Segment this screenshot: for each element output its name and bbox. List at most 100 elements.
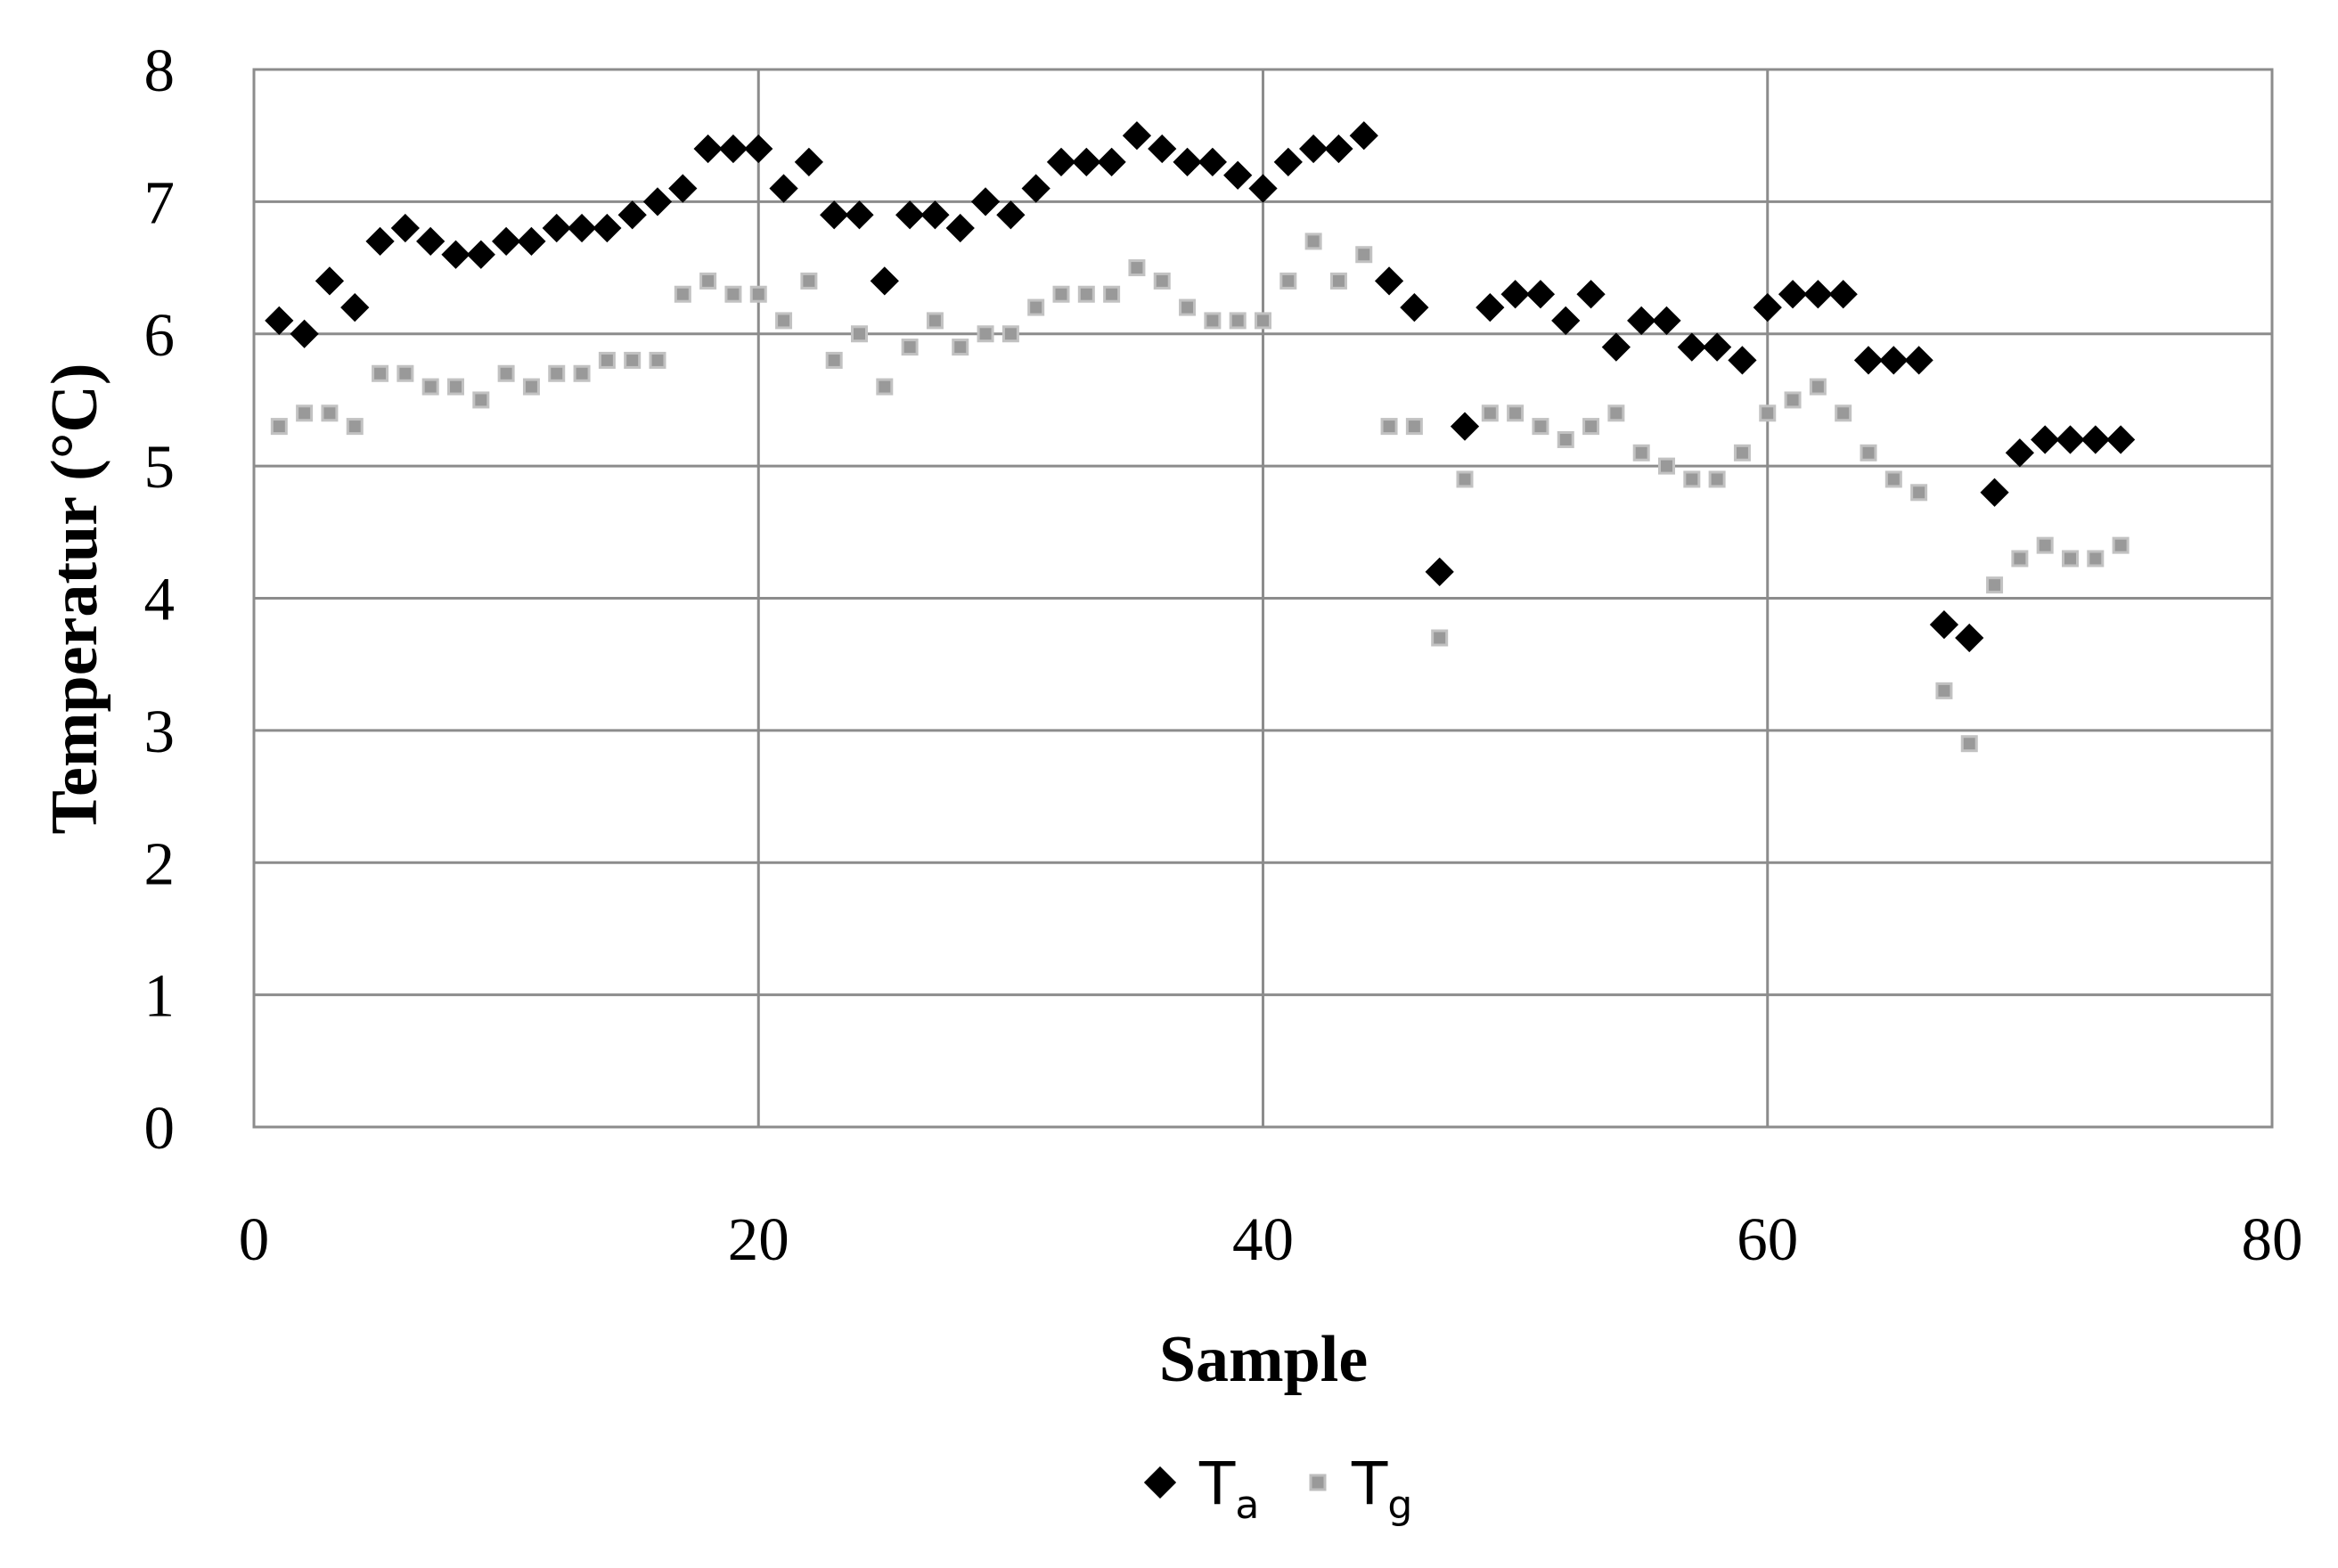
point-tg <box>1910 484 1928 502</box>
point-ta <box>1929 610 1959 640</box>
point-tg <box>1329 272 1347 290</box>
point-tg <box>1607 404 1625 422</box>
legend-label-tg-sub: g <box>1387 1482 1412 1528</box>
point-ta <box>668 174 698 203</box>
point-tg <box>952 339 969 356</box>
point-tg <box>270 418 288 436</box>
point-tg <box>901 339 919 356</box>
y-tick-label: 4 <box>144 566 176 633</box>
y-tick-label: 0 <box>144 1094 176 1162</box>
point-ta <box>769 174 798 203</box>
point-ta <box>617 200 647 230</box>
point-tg <box>1052 285 1070 303</box>
point-tg <box>1456 470 1474 488</box>
y-tick-label: 8 <box>144 37 176 104</box>
point-tg <box>1582 418 1600 436</box>
point-ta <box>340 292 370 323</box>
point-ta <box>1299 134 1328 164</box>
point-tg <box>1204 312 1222 330</box>
point-tg <box>472 391 490 409</box>
data-points <box>265 121 2136 753</box>
point-ta <box>315 266 345 296</box>
point-tg <box>699 272 717 290</box>
point-tg <box>573 364 591 382</box>
point-ta <box>1576 280 1606 309</box>
point-tg <box>1304 233 1322 250</box>
point-ta <box>416 226 446 257</box>
point-tg <box>1809 378 1827 396</box>
point-tg <box>522 378 540 396</box>
point-tg <box>1986 576 2004 594</box>
point-ta <box>1173 147 1202 176</box>
point-tg <box>421 378 439 396</box>
point-tg <box>1128 259 1146 277</box>
point-tg <box>1481 404 1499 422</box>
point-ta <box>794 147 823 176</box>
point-tg <box>497 364 515 382</box>
point-ta <box>895 200 925 230</box>
point-tg <box>674 285 691 303</box>
legend-marker-ta <box>1143 1466 1177 1499</box>
point-tg <box>1557 430 1574 448</box>
point-ta <box>492 226 521 257</box>
point-tg <box>1431 629 1449 647</box>
x-tick-labels: 0 20 40 60 80 <box>239 1205 2303 1273</box>
point-ta <box>390 213 420 243</box>
point-tg <box>825 351 843 369</box>
point-tg <box>1279 272 1297 290</box>
x-tick-label: 40 <box>1232 1205 1294 1273</box>
point-tg <box>1027 298 1045 316</box>
point-ta <box>970 187 1001 216</box>
point-tg <box>1001 325 1019 343</box>
point-ta <box>265 306 294 336</box>
y-tick-label: 7 <box>144 168 176 236</box>
point-ta <box>1601 332 1631 362</box>
y-axis-title: Temperatur (°C) <box>38 363 111 834</box>
point-tg <box>346 418 364 436</box>
x-tick-label: 0 <box>239 1205 270 1273</box>
point-tg <box>447 378 464 396</box>
point-ta <box>1248 174 1278 203</box>
point-tg <box>1229 312 1247 330</box>
point-ta <box>945 213 975 243</box>
point-ta <box>593 213 622 243</box>
point-ta <box>2031 425 2060 454</box>
point-ta <box>1753 292 1782 323</box>
point-ta <box>1425 557 1454 586</box>
point-ta <box>1097 147 1126 176</box>
point-ta <box>1198 147 1228 176</box>
point-ta <box>2080 425 2110 454</box>
point-ta <box>1500 280 1530 309</box>
legend-label-ta-sub: a <box>1235 1482 1259 1528</box>
point-tg <box>977 325 994 343</box>
point-ta <box>1853 346 1884 375</box>
point-ta <box>1803 280 1833 309</box>
legend-label-tg: Tg <box>1351 1450 1412 1528</box>
point-ta <box>718 134 748 164</box>
point-ta <box>1021 174 1050 203</box>
y-tick-label: 6 <box>144 301 176 369</box>
point-tg <box>2036 536 2054 554</box>
point-ta <box>1374 266 1404 296</box>
point-tg <box>1784 391 1802 409</box>
y-tick-label: 5 <box>144 433 176 501</box>
point-ta <box>517 226 546 257</box>
point-ta <box>2056 425 2085 454</box>
point-tg <box>624 351 642 369</box>
point-tg <box>1632 444 1650 461</box>
point-ta <box>1450 412 1480 441</box>
point-ta <box>1828 280 1858 309</box>
point-tg <box>1380 418 1398 436</box>
point-ta <box>1476 292 1505 323</box>
point-ta <box>996 200 1026 230</box>
x-tick-label: 20 <box>728 1205 789 1273</box>
y-tick-label: 3 <box>144 698 176 765</box>
legend-label-ta: Ta <box>1198 1450 1259 1528</box>
x-tick-label: 60 <box>1737 1205 1798 1273</box>
point-ta <box>1400 292 1429 323</box>
point-ta <box>1652 306 1681 336</box>
point-tg <box>800 272 818 290</box>
point-tg <box>2011 550 2029 568</box>
point-ta <box>290 319 319 348</box>
point-ta <box>1223 160 1253 190</box>
